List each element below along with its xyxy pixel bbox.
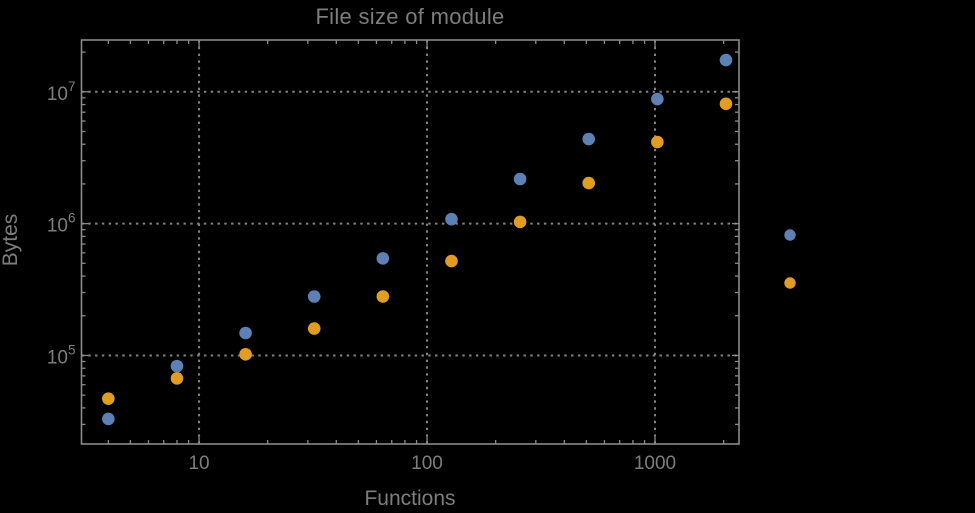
y-tick-label-10e7: 107 bbox=[47, 79, 76, 105]
data-point-series-1-x4 bbox=[102, 412, 115, 426]
data-point-series-1-x2048 bbox=[719, 53, 733, 67]
data-point-series-1-x1024 bbox=[651, 92, 664, 106]
data-point-series-2-x512 bbox=[582, 176, 596, 190]
legend-marker-series-2 bbox=[784, 277, 796, 289]
data-point-series-2-x1024 bbox=[651, 135, 664, 149]
data-point-series-2-x8 bbox=[170, 372, 184, 385]
data-point-series-1-x32 bbox=[307, 290, 321, 303]
data-point-series-1-x64 bbox=[376, 252, 390, 265]
data-point-series-2-x2048 bbox=[719, 97, 733, 111]
data-point-series-1-x512 bbox=[582, 132, 596, 146]
y-axis-label: Bytes bbox=[0, 213, 22, 267]
x-tick-label-10: 10 bbox=[188, 453, 209, 474]
y-tick-label-10e5: 105 bbox=[47, 342, 76, 368]
x-tick-label-1000: 1000 bbox=[634, 453, 676, 474]
data-point-series-1-x16 bbox=[239, 326, 252, 340]
data-point-series-2-x64 bbox=[376, 290, 390, 303]
data-point-series-2-x128 bbox=[445, 254, 458, 268]
plot-frame bbox=[80, 39, 740, 445]
data-point-series-1-x256 bbox=[513, 172, 527, 186]
x-axis-label: Functions bbox=[364, 487, 456, 510]
chart-title: File size of module bbox=[315, 4, 505, 29]
data-point-series-2-x16 bbox=[239, 348, 252, 361]
data-point-series-2-x256 bbox=[513, 215, 527, 229]
legend-marker-series-1 bbox=[784, 229, 796, 241]
x-tick-label-100: 100 bbox=[411, 453, 443, 474]
data-point-series-2-x4 bbox=[102, 392, 115, 405]
y-tick-label-10e6: 106 bbox=[47, 211, 76, 237]
data-point-series-1-x128 bbox=[445, 212, 458, 226]
data-point-series-1-x8 bbox=[170, 359, 184, 373]
data-point-series-2-x32 bbox=[307, 322, 321, 335]
